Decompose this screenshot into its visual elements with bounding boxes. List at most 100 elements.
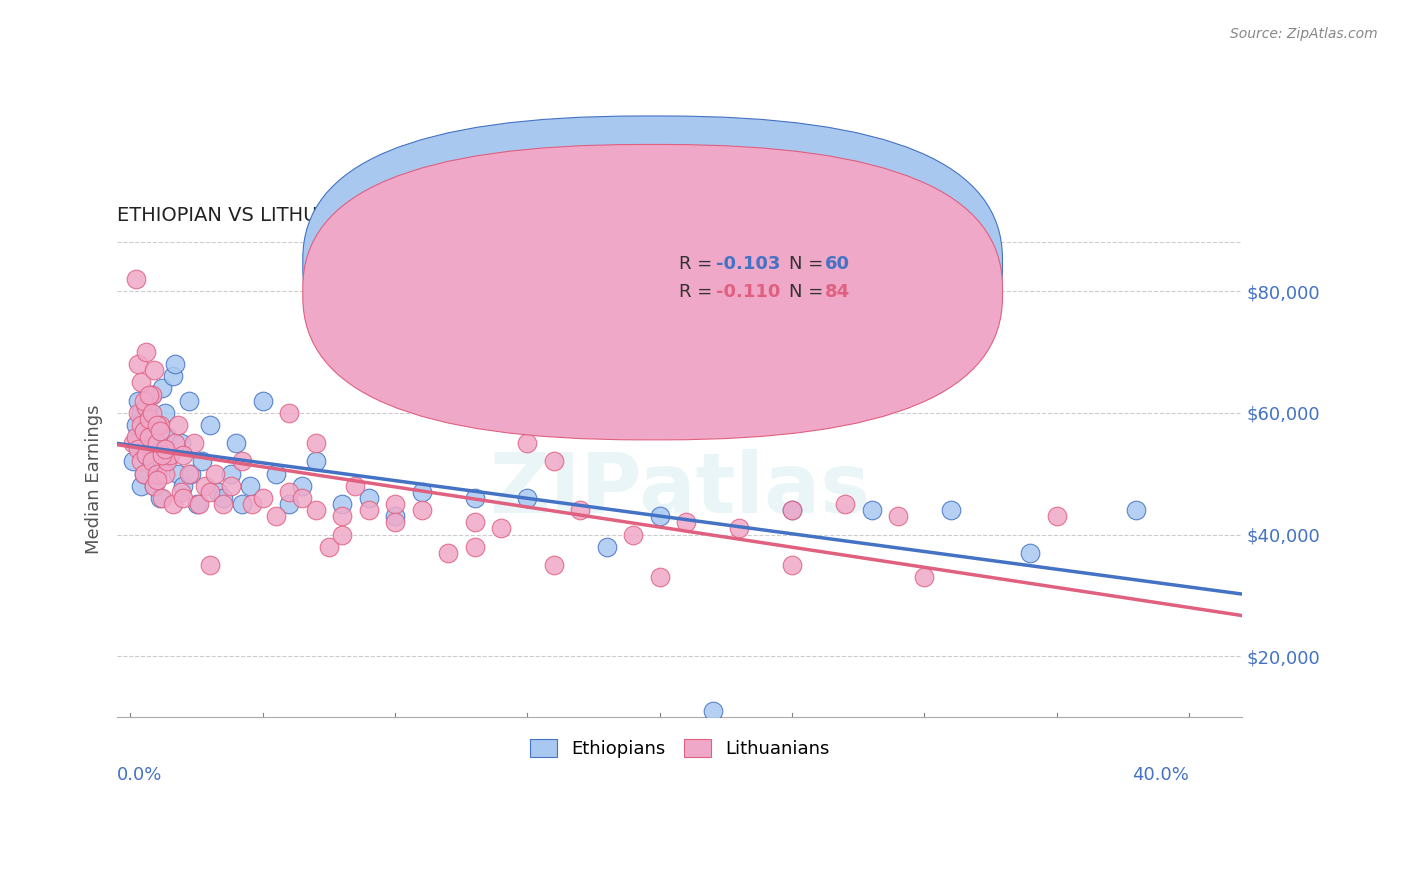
Point — [138, 412, 160, 426]
Point — [146, 417, 169, 432]
Point — [728, 521, 751, 535]
Point — [148, 417, 170, 432]
Point — [177, 393, 200, 408]
Legend: Ethiopians, Lithuanians: Ethiopians, Lithuanians — [523, 731, 837, 765]
Point — [127, 442, 149, 457]
Point — [191, 454, 214, 468]
Point — [132, 467, 155, 481]
Text: -0.103: -0.103 — [716, 255, 780, 273]
Point — [238, 479, 260, 493]
Point — [132, 467, 155, 481]
Point — [305, 436, 328, 450]
Point — [278, 497, 301, 511]
Point — [291, 491, 314, 505]
Point — [162, 369, 184, 384]
Point — [198, 417, 221, 432]
Point — [146, 467, 169, 481]
Point — [1046, 509, 1069, 524]
Point — [146, 417, 169, 432]
Point — [156, 454, 179, 468]
Point — [357, 503, 380, 517]
Text: 60: 60 — [825, 255, 849, 273]
Y-axis label: Median Earnings: Median Earnings — [86, 405, 103, 555]
FancyBboxPatch shape — [302, 116, 1002, 411]
Point — [159, 449, 181, 463]
Text: -0.110: -0.110 — [716, 283, 780, 301]
Point — [150, 381, 173, 395]
Point — [143, 479, 166, 493]
Point — [129, 417, 152, 432]
Point — [278, 484, 301, 499]
Point — [172, 491, 194, 505]
Point — [141, 454, 163, 468]
Point — [914, 570, 936, 584]
Point — [330, 509, 353, 524]
Point — [207, 484, 229, 499]
Point — [463, 516, 485, 530]
Text: ETHIOPIAN VS LITHUANIAN MEDIAN EARNINGS CORRELATION CHART: ETHIOPIAN VS LITHUANIAN MEDIAN EARNINGS … — [117, 206, 787, 226]
Point — [170, 484, 193, 499]
Point — [129, 479, 152, 493]
Point — [291, 479, 314, 493]
Point — [1019, 546, 1042, 560]
Point — [125, 430, 148, 444]
Point — [939, 503, 962, 517]
Point — [132, 424, 155, 438]
Point — [159, 449, 181, 463]
Point — [675, 516, 697, 530]
Point — [127, 406, 149, 420]
Point — [146, 436, 169, 450]
Point — [198, 484, 221, 499]
Point — [141, 387, 163, 401]
Point — [188, 497, 211, 511]
Point — [702, 704, 724, 718]
Point — [357, 491, 380, 505]
Point — [834, 497, 856, 511]
Point — [231, 497, 253, 511]
Point — [143, 479, 166, 493]
Point — [132, 442, 155, 457]
Point — [330, 497, 353, 511]
Point — [165, 357, 187, 371]
Point — [167, 467, 190, 481]
Text: N =: N = — [789, 255, 828, 273]
Point — [252, 393, 274, 408]
Point — [141, 387, 163, 401]
Point — [153, 467, 176, 481]
Point — [264, 467, 287, 481]
Point — [122, 454, 145, 468]
Point — [180, 467, 202, 481]
Point — [143, 436, 166, 450]
Point — [170, 436, 193, 450]
Point — [887, 509, 910, 524]
Point — [143, 363, 166, 377]
Point — [167, 417, 190, 432]
Point — [132, 424, 155, 438]
FancyBboxPatch shape — [302, 145, 1002, 440]
Point — [148, 491, 170, 505]
Point — [198, 558, 221, 572]
Point — [344, 479, 367, 493]
Point — [780, 503, 803, 517]
Point — [219, 479, 242, 493]
Point — [264, 509, 287, 524]
Point — [193, 479, 215, 493]
Text: R =: R = — [679, 255, 717, 273]
Point — [384, 516, 406, 530]
Point — [138, 412, 160, 426]
Text: N =: N = — [789, 283, 828, 301]
Point — [146, 473, 169, 487]
Point — [135, 449, 157, 463]
Point — [305, 503, 328, 517]
Point — [135, 344, 157, 359]
Point — [141, 454, 163, 468]
Point — [463, 540, 485, 554]
Point — [146, 467, 169, 481]
Point — [150, 491, 173, 505]
Point — [132, 393, 155, 408]
Point — [596, 540, 619, 554]
Point — [463, 491, 485, 505]
Point — [204, 467, 226, 481]
Point — [127, 357, 149, 371]
Point — [648, 509, 671, 524]
